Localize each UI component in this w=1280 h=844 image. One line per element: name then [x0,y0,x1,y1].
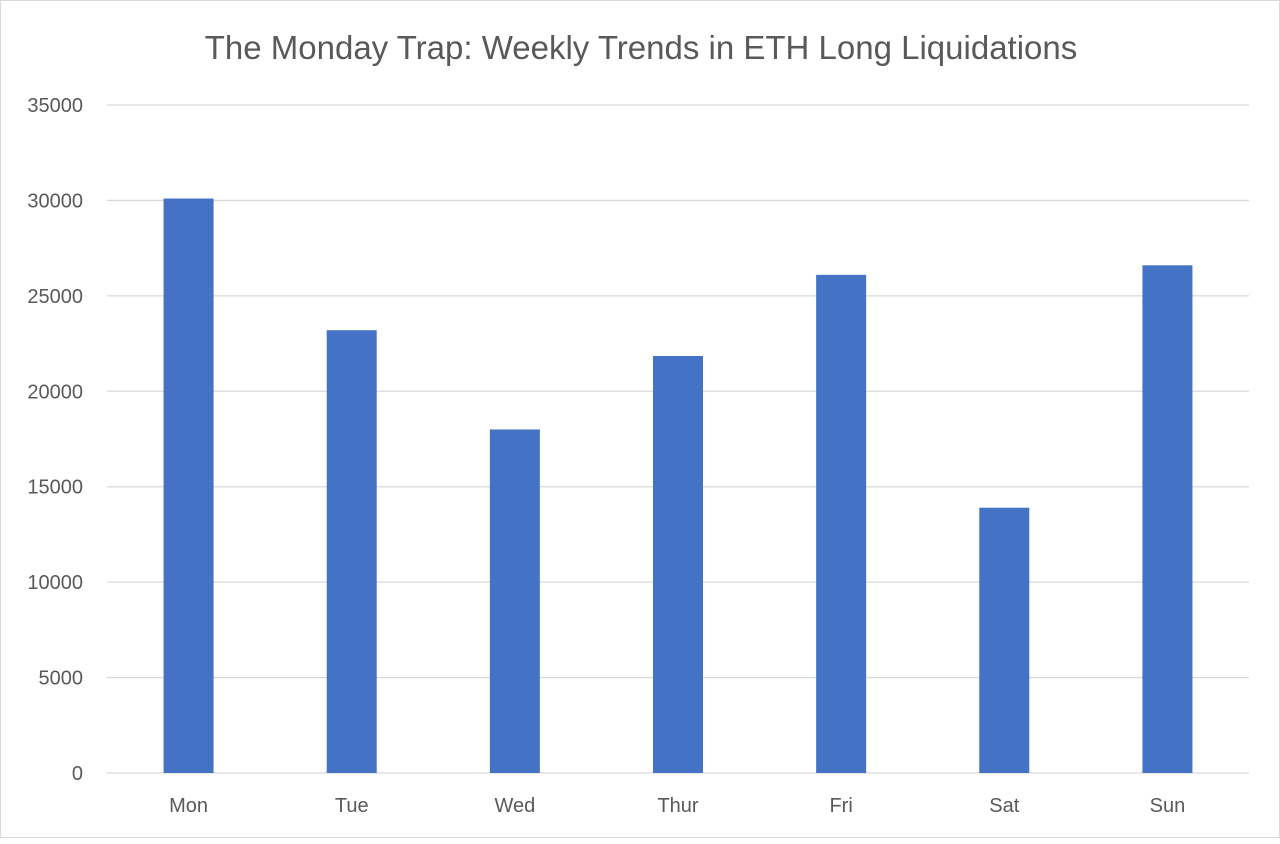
x-tick-label: Tue [335,795,369,817]
x-tick-label: Mon [169,795,208,817]
bar-tue [326,330,377,773]
x-axis-ticks: Mon Tue Wed Thur Fri Sat Sun [169,795,1185,817]
x-tick-label: Wed [494,795,535,817]
x-tick-label: Sat [989,795,1019,817]
y-tick-label: 35000 [27,95,83,117]
bar-wed [489,429,540,773]
x-tick-label: Sun [1150,795,1186,817]
y-axis-ticks: 0 5000 10000 15000 20000 25000 30000 35000 [27,95,83,785]
bar-fri [816,274,867,773]
y-tick-label: 25000 [27,286,83,308]
y-tick-label: 30000 [27,190,83,212]
bar-thur [653,355,703,773]
y-tick-label: 15000 [27,477,83,499]
y-tick-label: 10000 [27,572,83,594]
bar-sun [1142,265,1193,773]
x-tick-label: Fri [829,795,852,817]
x-tick-label: Thur [657,795,698,817]
y-tick-label: 0 [72,763,83,785]
bars [163,198,1193,773]
chart-title: The Monday Trap: Weekly Trends in ETH Lo… [205,29,1078,66]
y-tick-label: 20000 [27,381,83,403]
y-tick-label: 5000 [39,668,84,690]
bar-mon [163,198,214,773]
bar-sat [979,507,1030,773]
